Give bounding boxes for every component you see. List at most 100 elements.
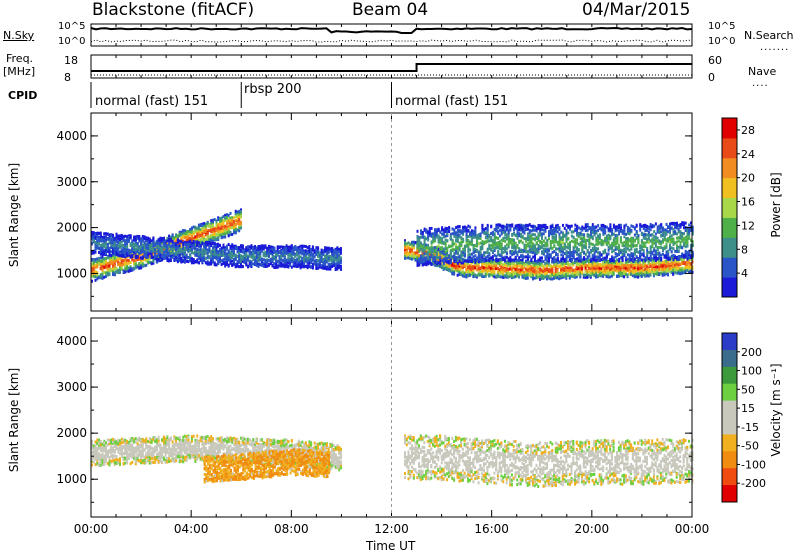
range-cell (124, 240, 127, 244)
range-cell (117, 263, 120, 267)
range-cell (240, 208, 242, 212)
range-cell (290, 259, 293, 263)
range-cell (124, 264, 127, 268)
range-cell (212, 248, 214, 252)
range-cell (164, 239, 167, 243)
range-cell (206, 237, 209, 241)
range-cell (213, 252, 216, 256)
range-cell (271, 247, 274, 251)
range-cell (234, 257, 237, 261)
range-cell (303, 260, 306, 264)
range-cell (185, 253, 188, 257)
range-cell (287, 259, 290, 263)
range-cell (162, 240, 165, 244)
range-cell (240, 222, 242, 225)
range-cell (553, 272, 555, 276)
range-cell (589, 271, 592, 275)
range-cell (212, 228, 214, 232)
range-cell (229, 255, 232, 259)
range-cell (122, 247, 125, 251)
range-cell (91, 262, 93, 266)
range-cell (199, 231, 202, 234)
range-cell (129, 261, 132, 264)
range-cell (136, 265, 139, 269)
range-cell (119, 254, 121, 258)
range-cell (124, 270, 127, 274)
range-cell (500, 275, 503, 279)
range-cell (189, 257, 192, 261)
range-cell (544, 261, 547, 265)
range-cell (509, 262, 512, 266)
range-cell (505, 264, 508, 268)
range-cell (101, 255, 104, 259)
range-cell (175, 255, 178, 259)
range-cell (271, 264, 274, 268)
range-cell (496, 261, 499, 265)
range-cell (145, 249, 148, 253)
range-cell (91, 279, 93, 283)
range-cell (289, 252, 292, 256)
range-cell (297, 260, 300, 264)
range-cell (470, 263, 473, 267)
range-cell (91, 242, 93, 246)
range-cell (404, 253, 406, 257)
range-cell (176, 259, 179, 263)
range-cell (169, 235, 172, 239)
range-cell (208, 238, 211, 242)
range-cell (187, 232, 190, 236)
range-cell (112, 239, 114, 243)
range-cell (115, 247, 118, 251)
range-cell (250, 250, 253, 254)
range-cell (222, 222, 225, 226)
range-cell (509, 267, 512, 271)
range-cell (99, 275, 102, 279)
range-cell (322, 265, 325, 269)
range-cell (112, 260, 114, 264)
range-cell (301, 258, 304, 262)
range-cell (512, 272, 515, 276)
range-cell (233, 257, 235, 261)
range-cell (106, 246, 109, 250)
range-cell (449, 269, 452, 273)
range-cell (250, 260, 253, 264)
range-cell (423, 250, 426, 254)
range-cell (549, 275, 552, 279)
range-cell (579, 264, 582, 268)
range-cell (124, 262, 127, 266)
range-cell (227, 256, 230, 260)
range-cell (112, 251, 114, 255)
range-cell (428, 253, 431, 257)
range-cell (182, 246, 185, 250)
range-cell (519, 259, 522, 262)
range-cell (199, 255, 202, 259)
range-cell (157, 238, 160, 242)
range-cell (404, 248, 406, 252)
range-cell (491, 260, 494, 264)
range-cell (122, 251, 125, 254)
range-cell (105, 258, 107, 262)
range-cell (554, 273, 557, 277)
range-cell (206, 262, 209, 266)
range-cell (213, 218, 216, 222)
range-cell (92, 274, 95, 278)
range-cell (199, 244, 202, 248)
range-cell (308, 265, 311, 269)
range-cell (577, 273, 580, 277)
nsky-line (90, 26, 693, 34)
range-cell (171, 236, 174, 240)
range-cell (99, 244, 102, 247)
range-cell (584, 260, 587, 264)
range-cell (196, 258, 199, 262)
range-cell (285, 248, 288, 252)
range-cell (136, 242, 139, 246)
range-cell (271, 257, 274, 261)
range-cell (96, 264, 99, 268)
range-cell (521, 261, 524, 264)
range-cell (446, 251, 449, 255)
range-cell (96, 246, 99, 250)
range-cell (91, 250, 93, 254)
range-cell (338, 265, 341, 269)
range-cell (94, 242, 97, 246)
range-cell (525, 270, 527, 274)
